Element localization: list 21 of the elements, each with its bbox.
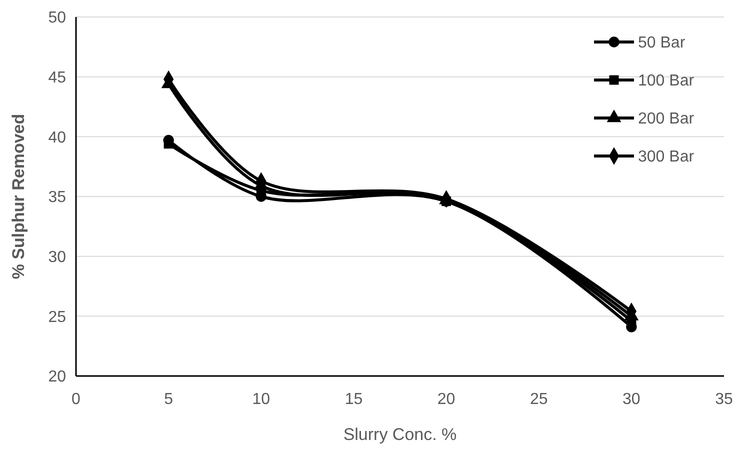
x-axis-title: Slurry Conc. %	[343, 425, 457, 444]
x-tick-label: 20	[437, 391, 456, 408]
x-tick-label: 10	[252, 391, 270, 408]
y-tick-label: 45	[48, 69, 66, 86]
y-tick-label: 35	[48, 189, 66, 206]
x-tick-label: 15	[344, 391, 363, 408]
x-tick-label: 35	[715, 391, 733, 408]
y-axis-title: % Sulphur Removed	[9, 114, 28, 280]
x-tick-label: 0	[72, 391, 81, 408]
legend-label: 300 Bar	[638, 148, 695, 166]
x-tick-label: 30	[622, 391, 640, 408]
x-tick-label: 5	[164, 391, 174, 408]
y-tick-label: 25	[48, 308, 66, 326]
legend-label: 50 Bar	[638, 34, 686, 52]
y-tick-label: 30	[48, 248, 66, 266]
x-tick-label: 25	[530, 391, 548, 408]
legend-label: 100 Bar	[638, 72, 695, 90]
y-tick-label: 20	[48, 368, 66, 386]
y-tick-label: 50	[48, 10, 66, 27]
y-tick-label: 40	[48, 129, 66, 146]
legend-label: 200 Bar	[638, 110, 695, 128]
